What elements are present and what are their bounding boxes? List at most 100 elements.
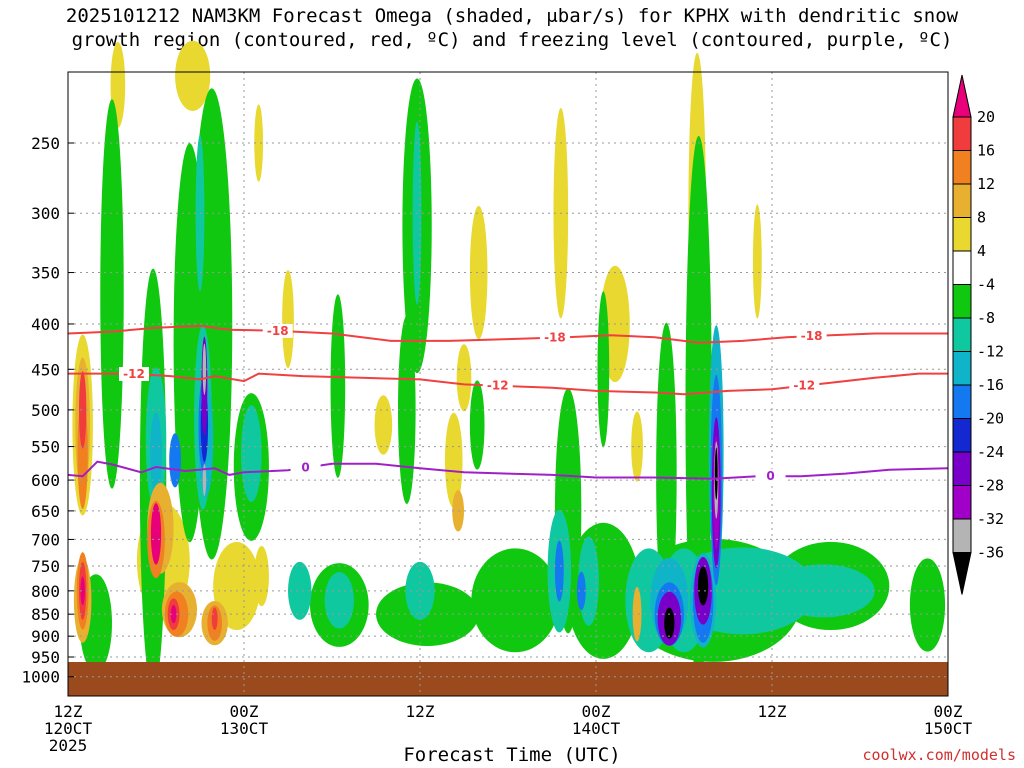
colorbar-swatch — [952, 351, 972, 386]
x-tick-label: 2025 — [49, 736, 88, 755]
colorbar-cap-top — [952, 74, 972, 118]
omega-cell — [169, 433, 181, 488]
colorbar-swatch — [952, 250, 972, 285]
colorbar-swatch — [952, 451, 972, 486]
omega-cell — [288, 561, 312, 620]
y-tick-label: 450 — [31, 360, 60, 379]
chart-title: 2025101212 NAM3KM Forecast Omega (shaded… — [0, 4, 1024, 52]
colorbar-label: -4 — [977, 276, 995, 294]
colorbar-label: -28 — [977, 477, 1004, 495]
x-axis-label: Forecast Time (UTC) — [403, 744, 621, 766]
colorbar-label: -36 — [977, 544, 1004, 562]
omega-cell — [554, 540, 564, 602]
omega-cell — [444, 412, 463, 508]
omega-cell — [324, 572, 355, 629]
colorbar-swatch — [952, 284, 972, 319]
omega-cell — [150, 412, 162, 495]
omega-cell — [909, 558, 946, 652]
omega-cell — [456, 344, 472, 412]
y-tick-label: 550 — [31, 438, 60, 457]
colorbar-cap-bottom — [952, 552, 972, 595]
omega-cell — [202, 464, 207, 497]
contour-label: -18 — [544, 331, 566, 345]
omega-cell — [697, 566, 709, 606]
omega-cell — [664, 607, 675, 639]
y-tick-label: 600 — [31, 471, 60, 490]
colorbar-label: -32 — [977, 510, 1004, 528]
omega-cell — [398, 315, 416, 505]
colorbar-swatch — [952, 217, 972, 252]
omega-cell — [752, 204, 762, 319]
y-tick-label: 750 — [31, 557, 60, 576]
contour-label-bg — [482, 378, 513, 393]
colorbar-swatch — [952, 485, 972, 520]
omega-shading — [68, 40, 948, 696]
omega-cell — [632, 586, 642, 642]
omega-cell — [374, 395, 393, 455]
colorbar-swatch — [952, 116, 972, 151]
contour-label: -12 — [793, 379, 815, 393]
contour-label-bg — [789, 378, 820, 393]
contour-label: -12 — [487, 379, 509, 393]
omega-cell — [175, 40, 211, 111]
omega-cell — [631, 411, 643, 482]
omega-cell — [330, 294, 346, 478]
y-tick-label: 700 — [31, 530, 60, 549]
contour-label: 0 — [766, 469, 774, 483]
colorbar-label: 4 — [977, 242, 986, 260]
colorbar-label: 16 — [977, 142, 995, 160]
title-line-1: 2025101212 NAM3KM Forecast Omega (shaded… — [65, 5, 959, 27]
omega-cell — [471, 548, 560, 653]
omega-cell — [150, 503, 162, 565]
omega-cell — [211, 607, 218, 630]
x-tick-label: 150CT — [924, 719, 973, 738]
omega-cell — [469, 380, 485, 470]
y-tick-label: 500 — [31, 401, 60, 420]
omega-cell — [772, 564, 875, 618]
y-tick-label: 350 — [31, 264, 60, 283]
plot-frame — [67, 71, 949, 697]
colorbar-swatch — [952, 183, 972, 218]
x-tick-label: 00Z — [582, 702, 611, 721]
contour-lines: -18 -18 -18 -12 -12 -12 0 0 — [67, 323, 949, 484]
colorbar-label: -8 — [977, 309, 995, 327]
omega-cell — [202, 343, 207, 396]
x-tick-label: 120CT — [44, 719, 93, 738]
y-tick-label: 950 — [31, 648, 60, 667]
tick-labels: 250 300 350 400 450 500 550 600 650 700 750 800 850 9… — [21, 134, 972, 755]
credit-link[interactable]: coolwx.com/models — [862, 746, 1016, 764]
omega-cell — [213, 541, 261, 631]
contour-label-bg — [290, 460, 321, 475]
x-tick-label: 130CT — [220, 719, 269, 738]
omega-cell — [254, 104, 264, 182]
y-tick-label: 1000 — [21, 668, 60, 687]
ground-fill — [68, 662, 948, 696]
x-tick-label: 140CT — [572, 719, 621, 738]
contour-label-bg — [262, 323, 293, 338]
colorbar-label: 8 — [977, 209, 986, 227]
omega-cell — [254, 546, 269, 607]
colorbar-label: -16 — [977, 376, 1004, 394]
x-tick-label: 12Z — [54, 702, 83, 721]
contour-label-bg — [796, 329, 827, 344]
y-tick-label: 400 — [31, 315, 60, 334]
colorbar: 20 16 12 8 4 -4 -8 -12 -16 -20 -24 -28 -32 -36 — [952, 74, 1004, 595]
omega-cell — [576, 571, 586, 611]
colorbar-swatch — [952, 317, 972, 352]
contour-label-bg — [119, 366, 149, 381]
omega-cell — [241, 405, 262, 502]
y-tick-label: 250 — [31, 134, 60, 153]
y-tick-label: 650 — [31, 502, 60, 521]
colorbar-label: -24 — [977, 443, 1004, 461]
omega-cell — [100, 99, 124, 489]
contour-label-bg — [755, 469, 786, 484]
omega-cell — [170, 605, 177, 624]
omega-cell — [405, 561, 435, 620]
omega-cell — [80, 576, 85, 606]
title-line-2: growth region (contoured, red, ºC) and f… — [71, 29, 953, 51]
y-tick-label: 850 — [31, 605, 60, 624]
x-tick-label: 00Z — [230, 702, 259, 721]
contour-label: 0 — [301, 461, 309, 475]
omega-cell — [282, 270, 294, 369]
